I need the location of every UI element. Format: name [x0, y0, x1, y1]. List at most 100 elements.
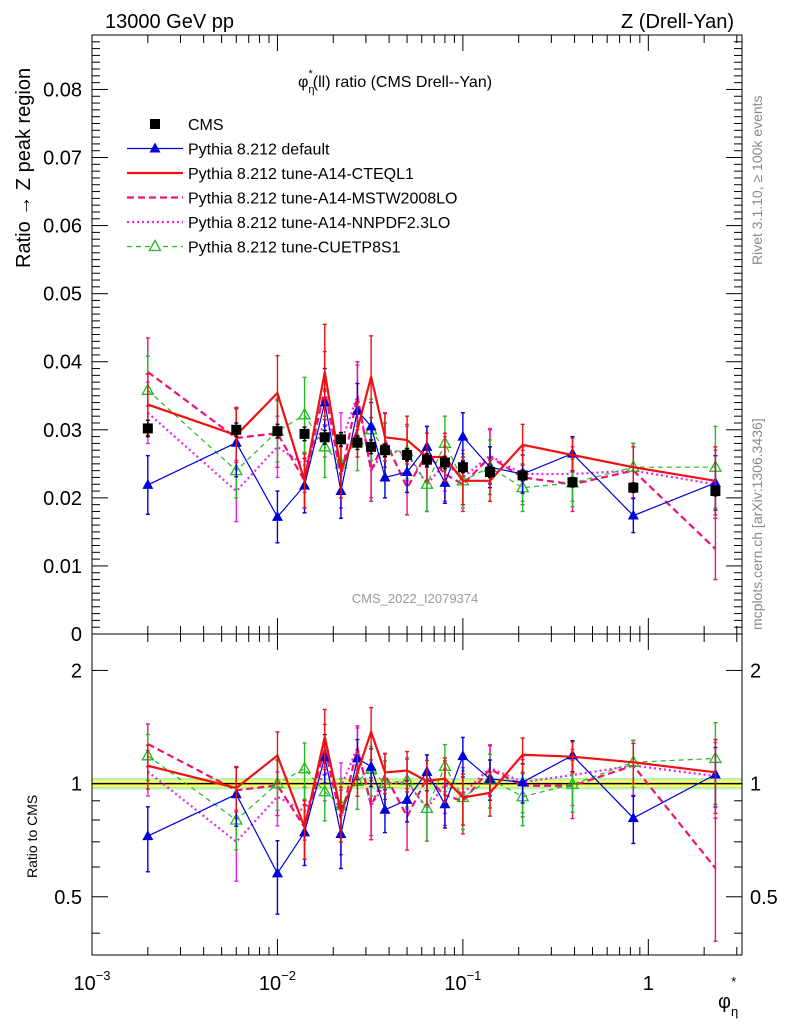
x-tick-exp: −2: [281, 968, 296, 983]
bottom-y-tick-label: 1: [71, 774, 82, 796]
top-y-tick-label: 0.01: [43, 556, 82, 578]
legend-label-cteql1: Pythia 8.212 tune-A14-CTEQL1: [188, 166, 414, 183]
ratio-default-line: [147, 754, 716, 875]
top-cms-marker: [366, 441, 377, 452]
legend-label-cuetp8s1: Pythia 8.212 tune-CUETP8S1: [188, 240, 401, 257]
ratio-cuetp8s1-marker: [270, 776, 285, 789]
top-cms-marker: [335, 434, 346, 445]
x-label-phi: φ: [718, 991, 731, 1013]
top-cms-marker: [352, 437, 363, 448]
ratio-cteql1-line: [147, 728, 716, 832]
x-tick-label: 10−2: [259, 968, 296, 995]
ratio-cuetp8s1-marker: [420, 800, 434, 813]
bottom-y-tick-label: 0.5: [54, 887, 82, 909]
top-default-marker: [401, 465, 413, 476]
bottom-y-label: Ratio to CMS: [24, 795, 40, 878]
bottom-y-tick-label: 2: [71, 660, 82, 682]
ratio-default-marker: [365, 760, 377, 771]
legend-marker-cuetp8s1: [148, 239, 162, 252]
x-tick-exp: −1: [467, 968, 482, 983]
x-tick-label: 10−1: [444, 968, 481, 995]
bottom-y-tick-label-right: 0.5: [750, 887, 778, 909]
top-cms-marker: [231, 424, 242, 435]
top-default-marker: [439, 476, 451, 487]
ratio-panel-series: [141, 706, 723, 942]
mcplots-label: mcplots.cern.ch [arXiv:1306.3436]: [749, 418, 765, 630]
top-y-tick-label: 0.05: [43, 284, 82, 306]
plot-title: φη *(ll) ratio (CMS Drell--Yan): [298, 68, 492, 96]
top-cms-marker: [402, 449, 413, 460]
ratio-nnpdf-line: [147, 744, 716, 844]
top-cms-marker: [457, 462, 468, 473]
top-cms-marker: [567, 477, 578, 488]
ratio-cuetp8s1-marker: [565, 776, 580, 789]
top-nnpdf-line: [147, 391, 716, 493]
watermark: CMS_2022_I2079374: [352, 591, 479, 606]
ratio-default-marker: [439, 798, 451, 809]
ratio-default-marker: [379, 803, 391, 814]
ratio-cuetp8s1-marker: [297, 761, 312, 774]
ratio-default-marker: [271, 867, 283, 878]
x-tick-base: 10: [444, 973, 466, 995]
title-sub: η: [308, 84, 314, 96]
ratio-default-marker: [142, 830, 154, 841]
x-label-sub: η: [731, 1004, 738, 1019]
ratio-mstw-line: [147, 743, 717, 869]
title-sup: *: [309, 68, 314, 80]
top-default-marker: [457, 430, 469, 441]
top-cms-marker: [421, 454, 432, 465]
legend-marker-cms: [150, 119, 160, 129]
x-tick-exp: −3: [96, 968, 111, 983]
title-phi: φ: [298, 74, 308, 91]
header-left: 13000 GeV pp: [105, 11, 234, 33]
top-y-label: Ratio → Z peak region: [13, 68, 35, 268]
bottom-y-tick-label-right: 1: [750, 774, 761, 796]
top-cuetp8s1-marker: [318, 439, 332, 452]
title-suffix: (ll) ratio (CMS Drell--Yan): [313, 74, 492, 91]
top-cteql1-line: [147, 371, 716, 482]
ratio-default-marker: [517, 776, 529, 787]
x-label-sup: *: [731, 974, 736, 989]
ratio-default-marker: [627, 812, 639, 823]
ratio-cuetp8s1-marker: [318, 784, 332, 797]
legend-label-mstw: Pythia 8.212 tune-A14-MSTW2008LO: [188, 191, 457, 208]
top-default-marker: [365, 420, 377, 431]
top-cuetp8s1-line: [147, 389, 716, 489]
top-default-marker: [271, 510, 283, 521]
bottom-panel-frame: [91, 633, 743, 956]
top-mstw-line: [147, 371, 717, 550]
top-cms-marker: [299, 428, 310, 439]
top-y-tick-label: 0.07: [43, 148, 82, 170]
top-cms-marker: [628, 482, 639, 493]
legend-label-cms: CMS: [188, 117, 224, 134]
top-default-marker: [627, 509, 639, 520]
top-cms-marker: [142, 423, 153, 434]
top-y-tick-label: 0: [71, 624, 82, 646]
top-y-tick-label: 0.02: [43, 488, 82, 510]
bottom-y-tick-label-right: 2: [750, 660, 761, 682]
top-default-line: [147, 402, 716, 518]
legend-label-nnpdf: Pythia 8.212 tune-A14-NNPDF2.3LO: [188, 215, 450, 232]
top-cms-marker: [319, 432, 330, 443]
top-cuetp8s1-marker: [297, 407, 312, 420]
top-cms-marker: [517, 470, 528, 481]
top-y-tick-label: 0.06: [43, 216, 82, 238]
ratio-default-marker: [401, 793, 413, 804]
top-y-tick-label: 0.08: [43, 79, 82, 101]
top-y-tick-label: 0.04: [43, 352, 82, 374]
top-y-tick-label: 0.03: [43, 420, 82, 442]
x-tick-base: 1: [643, 973, 654, 995]
top-cms-marker: [484, 466, 495, 477]
axes: 10−3 10−2 10−1 100.010.020.030.040.050.060.…: [43, 34, 778, 995]
ratio-default-marker: [457, 750, 469, 761]
header-right: Z (Drell-Yan): [621, 11, 734, 33]
legend: CMS Pythia 8.212 default Pythia 8.212 tune…: [127, 117, 457, 257]
top-cms-marker: [379, 445, 390, 456]
legend-label-default: Pythia 8.212 default: [188, 142, 330, 159]
top-cms-marker: [439, 457, 450, 468]
top-default-marker: [142, 478, 154, 489]
legend-marker-default: [149, 142, 161, 153]
x-tick-label: 1: [643, 973, 654, 995]
x-tick-base: 10: [259, 973, 281, 995]
